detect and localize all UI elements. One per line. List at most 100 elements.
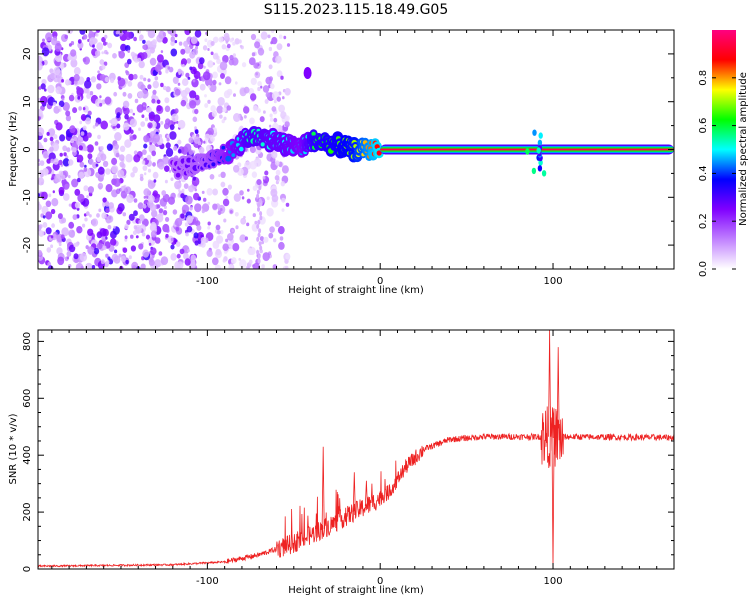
noise-blob: [174, 40, 178, 44]
noise-blob: [280, 75, 284, 80]
noise-blob: [271, 106, 277, 112]
noise-blob: [38, 115, 41, 121]
noise-blob: [61, 97, 65, 101]
noise-blob: [165, 142, 171, 149]
noise-blob: [57, 105, 61, 109]
ridge-blob: [525, 148, 530, 155]
noise-blob: [132, 112, 135, 116]
noise-blob: [189, 100, 197, 109]
noise-blob: [144, 172, 147, 176]
noise-blob: [86, 93, 91, 99]
noise-blob: [55, 86, 62, 95]
noise-blob: [276, 70, 283, 78]
noise-blob: [41, 191, 48, 200]
noise-blob: [86, 144, 94, 153]
noise-blob: [141, 114, 145, 118]
noise-blob: [174, 33, 178, 38]
noise-blob: [252, 213, 256, 218]
noise-blob: [257, 232, 261, 238]
noise-blob: [133, 198, 138, 203]
y-tick-label: 400: [22, 446, 33, 465]
noise-blob: [190, 66, 197, 75]
noise-blob: [268, 46, 273, 52]
noise-blob: [60, 234, 65, 239]
noise-blob: [150, 230, 157, 238]
noise-blob: [38, 177, 45, 186]
noise-blob: [194, 108, 199, 115]
noise-blob: [263, 236, 269, 243]
noise-blob: [258, 228, 262, 234]
noise-blob: [173, 145, 178, 151]
noise-blob: [76, 139, 82, 146]
noise-blob: [259, 211, 263, 217]
noise-blob: [54, 42, 62, 52]
noise-blob: [79, 229, 83, 232]
noise-blob: [222, 198, 230, 207]
noise-blob: [253, 62, 259, 69]
noise-blob: [82, 125, 87, 131]
noise-blob: [216, 58, 221, 65]
noise-blob: [59, 152, 63, 157]
noise-blob: [66, 251, 72, 257]
noise-blob: [239, 190, 244, 196]
noise-blob: [186, 217, 191, 223]
noise-blob: [206, 188, 213, 196]
noise-blob: [101, 36, 106, 43]
noise-blob: [133, 36, 138, 42]
noise-blob: [45, 200, 52, 208]
noise-blob: [120, 255, 126, 262]
snr-plot-area: [38, 330, 674, 568]
noise-blob: [278, 104, 285, 113]
noise-blob: [100, 153, 107, 161]
noise-blob: [77, 92, 82, 98]
noise-blob: [283, 35, 287, 40]
spectrogram-heatmap: [38, 30, 674, 269]
noise-blob: [201, 190, 205, 194]
noise-blob: [258, 61, 262, 65]
noise-blob: [42, 215, 46, 219]
snr-panel: -100 0 100 0 200 400 600 800 Height of straight…: [8, 329, 675, 596]
noise-blob: [220, 181, 226, 188]
noise-blob: [96, 83, 102, 90]
noise-blob: [119, 33, 123, 37]
noise-blob: [149, 224, 155, 231]
noise-blob: [83, 167, 88, 172]
noise-blob: [124, 31, 132, 41]
noise-blob: [199, 57, 205, 65]
noise-blob: [168, 169, 172, 173]
noise-blob: [138, 243, 144, 250]
colorbar-tick-label: 0.0: [698, 261, 709, 277]
noise-blob: [177, 139, 182, 145]
noise-blob: [61, 79, 65, 83]
noise-blob: [303, 67, 312, 79]
noise-blob: [124, 114, 129, 120]
noise-blob: [68, 244, 76, 253]
noise-blob: [78, 171, 85, 179]
noise-blob: [175, 226, 180, 232]
noise-blob: [170, 37, 175, 42]
noise-blob: [70, 146, 75, 151]
noise-blob: [266, 207, 274, 217]
noise-blob: [284, 115, 290, 122]
noise-blob: [68, 159, 74, 166]
noise-blob: [96, 30, 100, 33]
noise-blob: [223, 218, 227, 223]
noise-blob: [105, 168, 111, 175]
noise-blob: [233, 193, 241, 202]
noise-blob: [189, 90, 197, 99]
y-tick-label: 0: [22, 566, 33, 572]
noise-blob: [285, 253, 291, 260]
noise-blob: [231, 257, 237, 264]
noise-blob: [229, 245, 233, 250]
noise-blob: [196, 224, 202, 231]
noise-blob: [137, 202, 144, 210]
noise-blob: [212, 71, 218, 79]
noise-blob: [138, 220, 142, 224]
noise-blob: [158, 251, 163, 256]
noise-blob: [73, 137, 78, 142]
noise-blob: [85, 262, 93, 269]
noise-blob: [148, 242, 152, 246]
noise-blob: [142, 203, 147, 209]
noise-blob: [246, 198, 251, 204]
noise-blob: [277, 226, 285, 235]
